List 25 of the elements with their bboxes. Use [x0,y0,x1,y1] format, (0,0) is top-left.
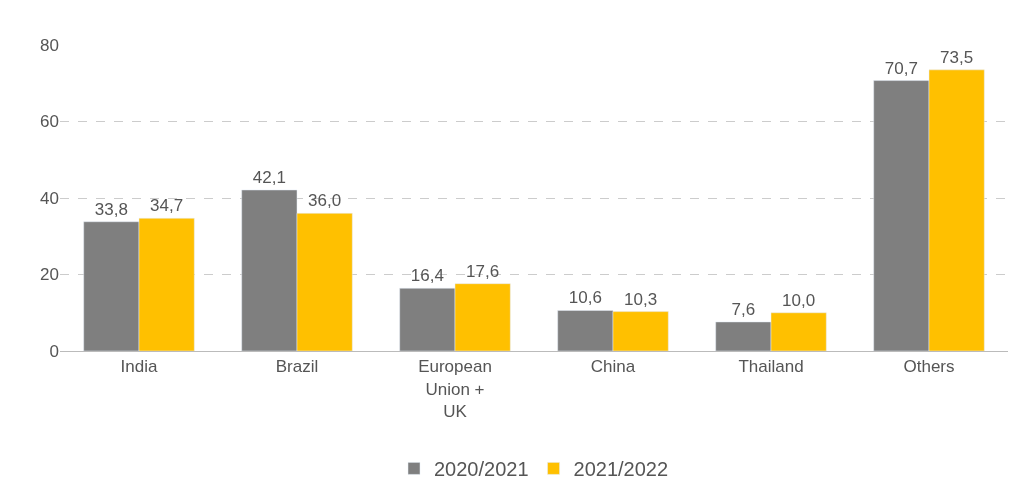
y-tick-label: 0 [49,341,59,361]
data-label: 7,6 [731,299,756,319]
data-label: 17,6 [466,261,500,281]
y-tick-label: 20 [40,265,59,285]
legend-label: 2021/2022 [573,458,669,481]
x-tick-label: European Union + UK [418,357,492,421]
data-label: 36,0 [308,191,342,211]
data-label: 33,8 [94,199,128,219]
x-tick-label: Brazil [275,357,319,377]
data-label: 10,3 [624,289,658,309]
x-tick-label: India [120,357,158,377]
data-label: 34,7 [150,196,184,216]
data-label: 42,1 [252,167,286,187]
data-label: 70,7 [884,58,918,78]
data-label: 10,0 [782,290,816,310]
data-label: 10,6 [568,288,602,308]
data-label: 16,4 [410,266,444,286]
x-tick-label: China [590,357,636,377]
y-tick-label: 80 [40,35,59,55]
data-label: 73,5 [940,47,974,67]
legend-label: 2020/2021 [434,458,529,481]
x-tick-label: Others [903,357,955,377]
y-tick-label: 60 [40,112,59,132]
y-tick-label: 40 [40,188,59,208]
x-tick-label: Thailand [738,357,804,377]
